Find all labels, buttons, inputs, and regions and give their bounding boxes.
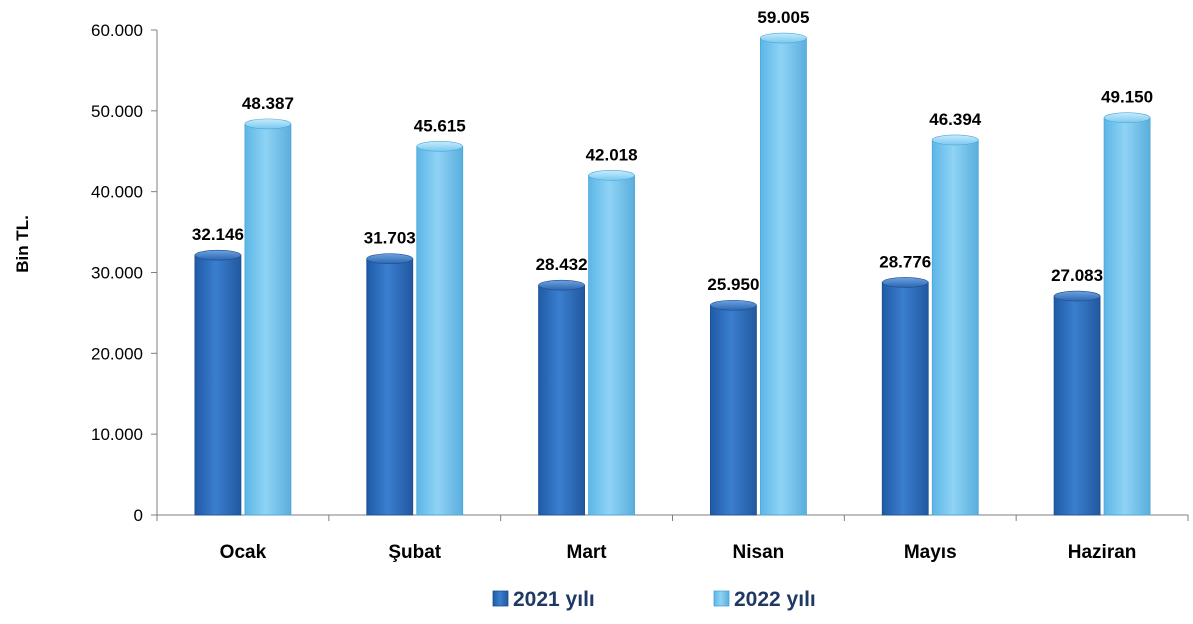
legend-swatch — [492, 590, 509, 607]
bar-cap — [1103, 112, 1151, 124]
legend-swatch — [713, 590, 730, 607]
y-axis-title: Bin TL. — [13, 215, 32, 273]
bar-2021 — [881, 281, 929, 516]
bar-cap — [538, 279, 585, 291]
y-tick-label: 50.000 — [91, 102, 143, 121]
x-tick-label: Ocak — [220, 542, 267, 563]
bar-cap — [1053, 290, 1101, 302]
bar-cap — [710, 299, 757, 311]
bar-cap — [244, 118, 292, 130]
y-tick-label: 30.000 — [91, 264, 143, 283]
bar-cap — [588, 170, 635, 181]
axes: 0 10.000 20.000 30.000 40.000 50.000 60.000 Oca… — [91, 21, 1189, 563]
data-label: 48.387 — [242, 94, 294, 113]
bar-2022 — [760, 37, 807, 516]
legend: 2021 yılı 2022 yılı — [492, 588, 816, 611]
value-labels: 32.146 48.387 31.703 45.615 28.432 42.018 25.9… — [192, 8, 1153, 294]
legend-label: 2022 yılı — [734, 588, 816, 611]
x-tick-label: Mayıs — [904, 542, 957, 563]
bar-cap — [194, 249, 242, 261]
data-label: 49.150 — [1101, 88, 1153, 107]
bar-2022 — [244, 123, 292, 516]
data-label: 59.005 — [757, 8, 809, 27]
data-label: 28.432 — [536, 255, 588, 274]
bar-cap — [416, 140, 464, 152]
bar-cap — [931, 134, 979, 146]
bar-2021 — [710, 304, 757, 516]
legend-label: 2021 yılı — [513, 588, 595, 611]
bars — [194, 32, 1151, 516]
data-label: 28.776 — [879, 252, 931, 271]
data-label: 42.018 — [586, 145, 638, 164]
bar-2022 — [1103, 117, 1151, 516]
data-label: 25.950 — [707, 275, 759, 294]
bar-cap — [881, 277, 929, 288]
bar-2022 — [588, 174, 635, 516]
data-label: 46.394 — [929, 110, 982, 129]
x-tick-label: Nisan — [733, 542, 785, 563]
bar-cap — [760, 32, 807, 44]
data-label: 45.615 — [414, 116, 466, 135]
data-label: 31.703 — [364, 229, 416, 248]
bar-2021 — [194, 254, 242, 516]
data-label: 27.083 — [1051, 266, 1103, 285]
bar-2021 — [1053, 295, 1101, 516]
y-tick-label: 0 — [134, 506, 143, 525]
x-tick-label: Mart — [567, 542, 608, 563]
data-label: 32.146 — [192, 225, 244, 244]
bar-cap — [366, 253, 414, 265]
y-tick-label: 20.000 — [91, 344, 143, 363]
x-tick-label: Şubat — [388, 542, 441, 563]
bar-2022 — [931, 139, 979, 516]
x-tick-label: Haziran — [1068, 542, 1137, 563]
bar-2022 — [416, 145, 464, 516]
bar-2021 — [538, 284, 585, 516]
y-tick-label: 40.000 — [91, 183, 143, 202]
y-tick-label: 60.000 — [91, 21, 143, 40]
bar-2021 — [366, 258, 414, 516]
y-tick-label: 10.000 — [91, 425, 143, 444]
